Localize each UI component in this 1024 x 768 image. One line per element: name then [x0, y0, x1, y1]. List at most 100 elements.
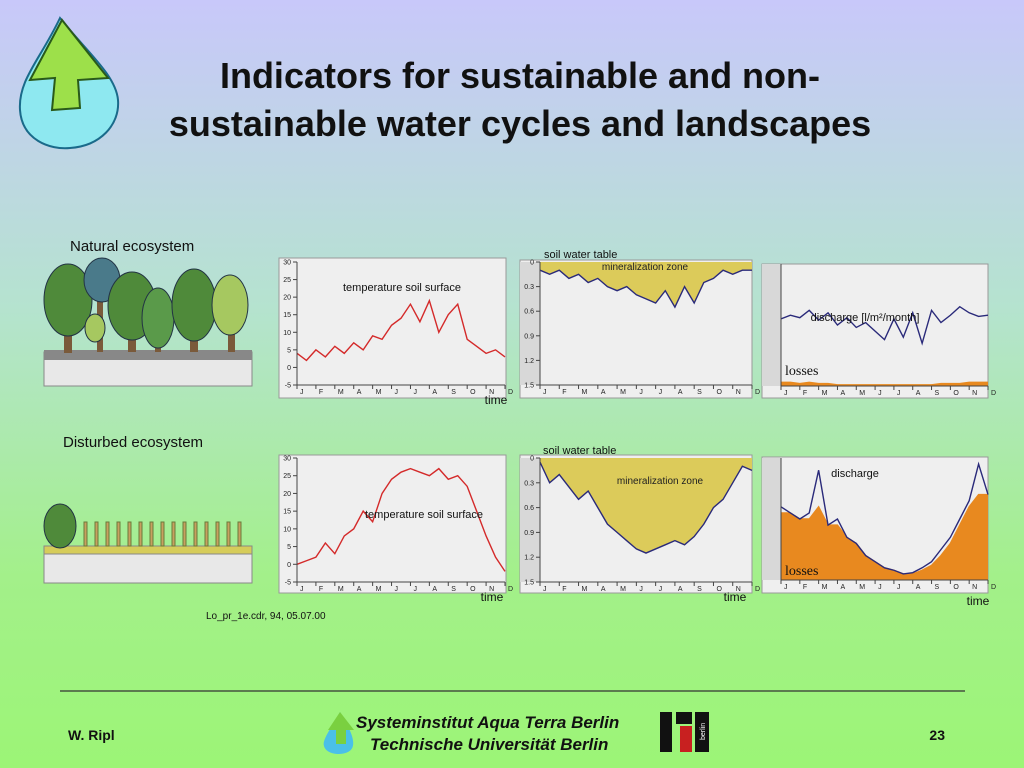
x-tick-label: M: [376, 586, 382, 593]
x-tick-label: J: [543, 389, 547, 396]
line: [296, 467, 506, 572]
line: [539, 269, 752, 309]
x-tick-label: J: [878, 390, 882, 397]
x-tick-label: N: [736, 586, 741, 593]
series-label: soil water table: [544, 249, 617, 261]
series-label: discharge: [831, 468, 879, 480]
x-tick-label: D: [991, 390, 996, 397]
x-tick-label: F: [803, 584, 807, 591]
y-tick-label: 0.6: [524, 309, 534, 316]
y-tick-label: 0.6: [524, 505, 534, 512]
line: [781, 381, 988, 386]
x-tick-label: N: [489, 389, 494, 396]
x-tick-label: O: [716, 389, 722, 396]
x-tick-label: D: [508, 389, 513, 396]
area: [781, 382, 988, 386]
x-tick-label: O: [953, 390, 959, 397]
x-tick-label: M: [620, 586, 626, 593]
y-tick-label: 15: [283, 312, 291, 319]
y-tick-label: 0: [530, 260, 534, 267]
y-tick-label: 5: [287, 544, 291, 551]
x-tick-label: J: [784, 584, 788, 591]
drop-logo: [18, 16, 120, 150]
axis-strip: [520, 458, 540, 582]
plot-background: [278, 454, 507, 594]
x-tick-label: A: [678, 389, 683, 396]
x-tick-label: J: [897, 584, 901, 591]
x-tick-label: A: [840, 390, 845, 397]
plot-background: [278, 257, 507, 399]
series-label: losses: [785, 564, 818, 579]
line: [780, 305, 989, 346]
x-tick-label: F: [319, 586, 323, 593]
x-tick-label: M: [822, 390, 828, 397]
chart: soil water table 0 0.3 0.6 0.9 1.2 1.5 J F M A M J J A…: [519, 445, 760, 604]
x-tick-label: A: [678, 586, 683, 593]
x-tick-label: A: [916, 584, 921, 591]
y-tick-label: 0.3: [524, 480, 534, 487]
x-tick-label: S: [935, 390, 940, 397]
y-tick-label: 0.9: [524, 333, 534, 340]
series-label: soil water table: [543, 445, 616, 457]
y-tick-label: 1.5: [524, 580, 534, 587]
x-tick-label: M: [620, 389, 626, 396]
x-axis-label: time: [967, 594, 990, 608]
file-note: Lo_pr_1e.cdr, 94, 05.07.00: [206, 611, 326, 622]
x-tick-label: J: [659, 389, 663, 396]
x-tick-label: J: [897, 390, 901, 397]
x-axis-label: time: [481, 590, 504, 604]
axis-strip: [762, 458, 781, 580]
x-tick-label: A: [916, 390, 921, 397]
x-tick-label: A: [432, 586, 437, 593]
x-tick-label: N: [972, 584, 977, 591]
y-tick-label: 30: [283, 456, 291, 463]
x-tick-label: J: [878, 584, 882, 591]
tu-logo-text: berlin: [700, 723, 707, 740]
line: [539, 461, 753, 554]
x-tick-label: M: [338, 389, 344, 396]
x-tick-label: A: [601, 389, 606, 396]
x-tick-label: M: [859, 390, 865, 397]
x-tick-label: J: [395, 389, 399, 396]
y-tick-label: 20: [283, 295, 291, 302]
y-tick-label: 1.2: [524, 358, 534, 365]
x-tick-label: D: [508, 586, 513, 593]
institute-line1: Systeminstitut Aqua Terra Berlin: [356, 713, 619, 732]
x-axis-label: time: [485, 393, 508, 407]
x-tick-label: J: [639, 389, 643, 396]
institute-line2: Technische Universität Berlin: [370, 735, 608, 754]
y-tick-label: 10: [283, 526, 291, 533]
series-label: temperature soil surface: [343, 282, 461, 294]
x-tick-label: F: [319, 389, 323, 396]
slide-title: Indicators for sustainable and non-susta…: [168, 55, 872, 144]
x-tick-label: J: [413, 586, 417, 593]
x-tick-label: F: [803, 390, 807, 397]
line: [296, 298, 506, 362]
axis-strip: [762, 264, 781, 386]
y-tick-label: 30: [283, 260, 291, 267]
chart: soil water table 0 0.3 0.6 0.9 1.2 1.5 J F M A M J J A…: [519, 249, 760, 399]
x-tick-label: J: [543, 586, 547, 593]
x-axis-label: time: [724, 590, 747, 604]
x-tick-label: J: [659, 586, 663, 593]
annotation: mineralization zone: [602, 262, 689, 273]
x-tick-label: J: [300, 389, 304, 396]
x-tick-label: D: [991, 584, 996, 591]
x-tick-label: O: [953, 584, 959, 591]
x-tick-label: M: [376, 389, 382, 396]
page-number: 23: [929, 727, 945, 743]
x-tick-label: A: [840, 584, 845, 591]
x-tick-label: S: [697, 389, 702, 396]
disturbed-label: Disturbed ecosystem: [63, 434, 203, 451]
y-tick-label: 0.9: [524, 530, 534, 537]
chart: temperature soil surface -5 0 5 10 15 20 25 30 J F…: [278, 257, 513, 407]
y-tick-label: -5: [285, 580, 291, 587]
y-tick-label: 1.2: [524, 555, 534, 562]
axis-strip: [520, 262, 540, 385]
x-tick-label: M: [822, 584, 828, 591]
x-tick-label: N: [736, 389, 741, 396]
x-tick-label: S: [451, 389, 456, 396]
